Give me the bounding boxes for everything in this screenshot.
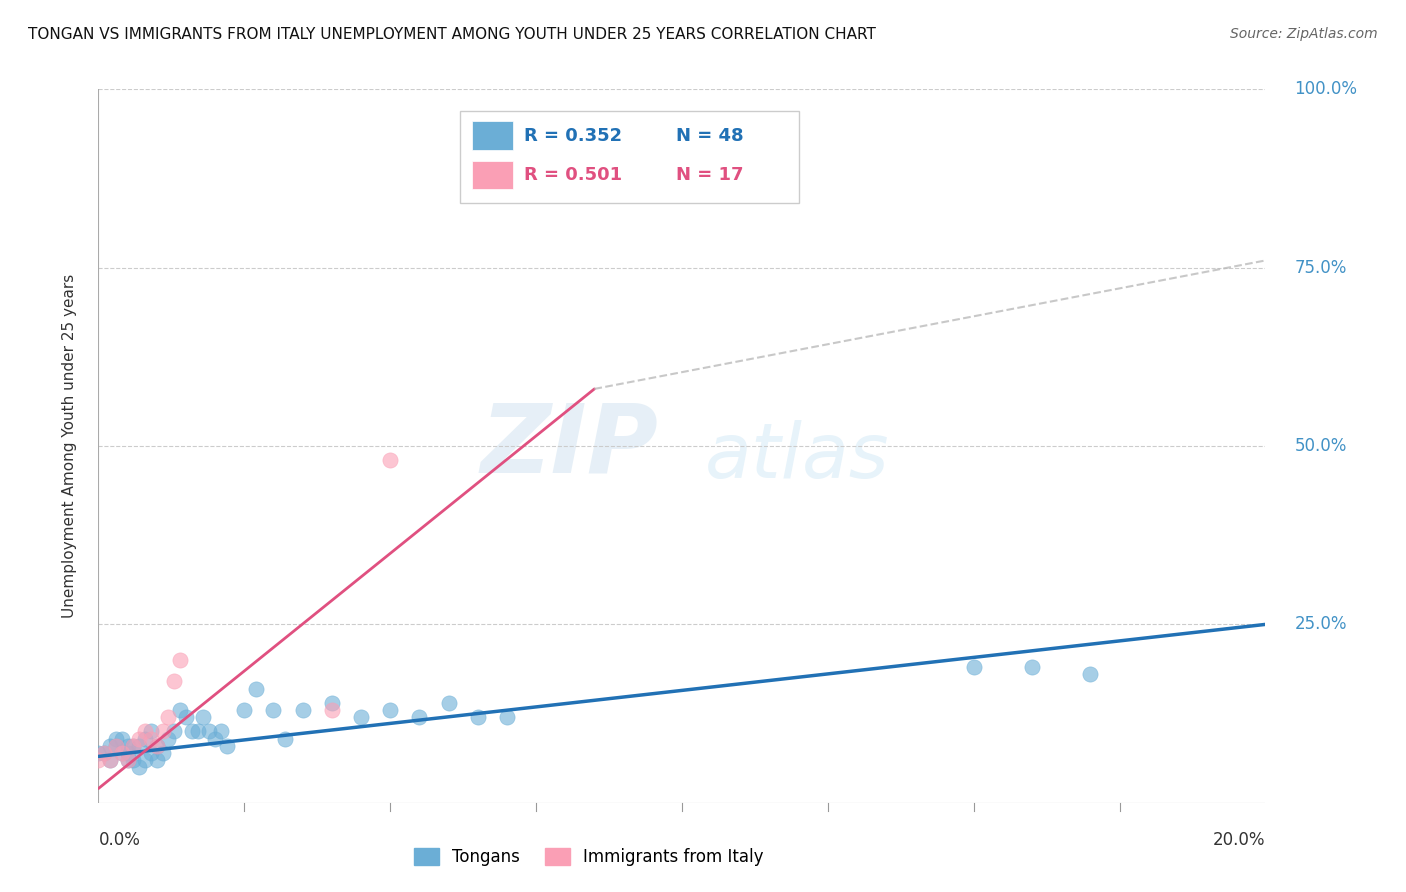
- Point: [467, 710, 489, 724]
- Point: [408, 710, 430, 724]
- Text: 0.0%: 0.0%: [98, 831, 141, 849]
- Point: [134, 731, 156, 746]
- Bar: [472, 121, 513, 150]
- Point: [98, 753, 121, 767]
- Point: [321, 696, 343, 710]
- Point: [163, 724, 186, 739]
- Point: [174, 710, 197, 724]
- Point: [157, 731, 180, 746]
- Point: [378, 453, 402, 467]
- Point: [169, 653, 191, 667]
- Point: [139, 746, 162, 760]
- Point: [245, 681, 267, 696]
- Legend: Tongans, Immigrants from Italy: Tongans, Immigrants from Italy: [413, 847, 763, 866]
- Bar: [472, 161, 513, 189]
- Point: [104, 739, 127, 753]
- Point: [157, 710, 180, 724]
- Point: [437, 696, 460, 710]
- Point: [291, 703, 314, 717]
- Text: 20.0%: 20.0%: [1213, 831, 1265, 849]
- Text: 25.0%: 25.0%: [1295, 615, 1347, 633]
- Point: [134, 724, 156, 739]
- Point: [146, 753, 169, 767]
- Text: Source: ZipAtlas.com: Source: ZipAtlas.com: [1230, 27, 1378, 41]
- Point: [93, 746, 115, 760]
- Point: [104, 731, 127, 746]
- FancyBboxPatch shape: [460, 111, 799, 203]
- Point: [204, 731, 226, 746]
- Point: [152, 724, 174, 739]
- Text: atlas: atlas: [706, 420, 890, 493]
- Text: Unemployment Among Youth under 25 years: Unemployment Among Youth under 25 years: [62, 274, 77, 618]
- Point: [128, 739, 150, 753]
- Point: [117, 739, 139, 753]
- Text: TONGAN VS IMMIGRANTS FROM ITALY UNEMPLOYMENT AMONG YOUTH UNDER 25 YEARS CORRELAT: TONGAN VS IMMIGRANTS FROM ITALY UNEMPLOY…: [28, 27, 876, 42]
- Point: [87, 746, 110, 760]
- Text: R = 0.352: R = 0.352: [524, 127, 623, 145]
- Point: [111, 746, 134, 760]
- Point: [111, 746, 134, 760]
- Point: [350, 710, 373, 724]
- Point: [1021, 660, 1043, 674]
- Point: [98, 753, 121, 767]
- Point: [128, 731, 150, 746]
- Point: [495, 710, 517, 724]
- Point: [193, 710, 215, 724]
- Point: [378, 703, 402, 717]
- Point: [93, 746, 115, 760]
- Point: [180, 724, 202, 739]
- Point: [104, 739, 127, 753]
- Point: [98, 739, 121, 753]
- Point: [1080, 667, 1102, 681]
- Point: [209, 724, 232, 739]
- Text: 100.0%: 100.0%: [1295, 80, 1358, 98]
- Text: 75.0%: 75.0%: [1295, 259, 1347, 277]
- Point: [117, 746, 139, 760]
- Text: N = 17: N = 17: [676, 166, 744, 184]
- Point: [87, 753, 110, 767]
- Point: [134, 753, 156, 767]
- Point: [122, 753, 145, 767]
- Text: N = 48: N = 48: [676, 127, 744, 145]
- Point: [262, 703, 284, 717]
- Point: [152, 746, 174, 760]
- Point: [117, 753, 139, 767]
- Point: [139, 731, 162, 746]
- Point: [117, 753, 139, 767]
- Text: 50.0%: 50.0%: [1295, 437, 1347, 455]
- Point: [146, 739, 169, 753]
- Text: R = 0.501: R = 0.501: [524, 166, 623, 184]
- Point: [146, 739, 169, 753]
- Point: [962, 660, 984, 674]
- Point: [122, 739, 145, 753]
- Point: [321, 703, 343, 717]
- Point: [169, 703, 191, 717]
- Point: [128, 760, 150, 774]
- Point: [111, 731, 134, 746]
- Point: [163, 674, 186, 689]
- Point: [215, 739, 238, 753]
- Point: [187, 724, 209, 739]
- Point: [198, 724, 221, 739]
- Text: ZIP: ZIP: [481, 400, 658, 492]
- Point: [139, 724, 162, 739]
- Point: [122, 739, 145, 753]
- Point: [233, 703, 256, 717]
- Point: [274, 731, 297, 746]
